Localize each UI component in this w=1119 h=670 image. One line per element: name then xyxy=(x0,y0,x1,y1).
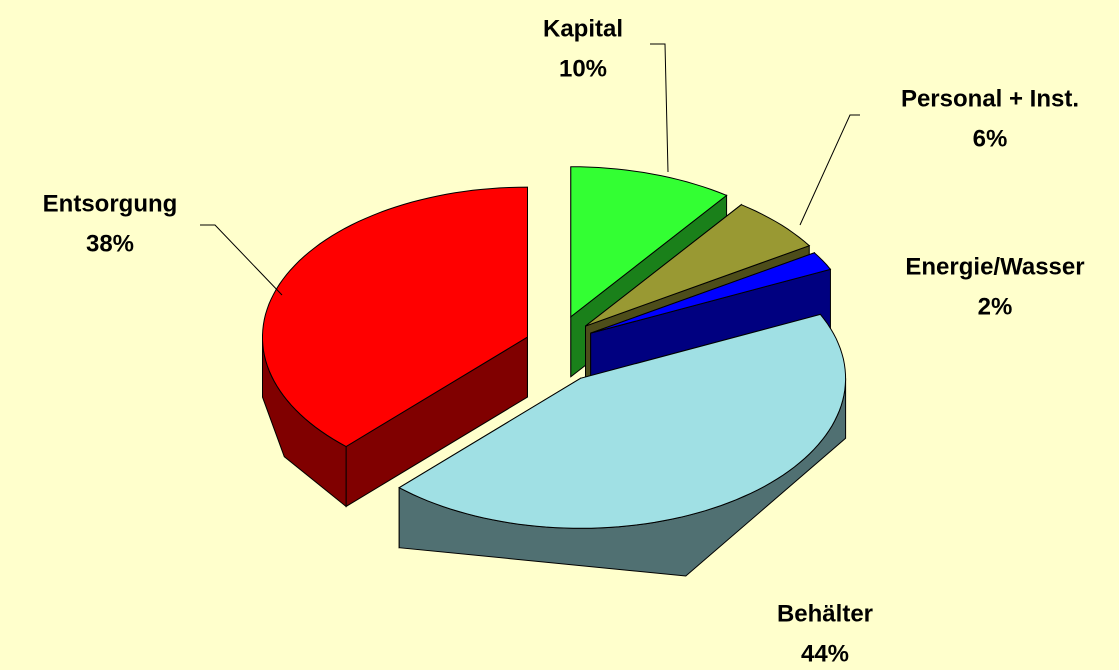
slice-value-label: 38% xyxy=(86,230,134,257)
slice-label: Entsorgung xyxy=(43,190,178,217)
leader-line xyxy=(799,114,860,226)
slice-label: Behälter xyxy=(777,600,873,627)
slice-top xyxy=(398,313,847,529)
leader-line xyxy=(200,224,283,296)
slice-top xyxy=(590,252,832,334)
slice xyxy=(398,313,847,577)
slice-value-label: 6% xyxy=(973,125,1008,152)
slice-value-label: 44% xyxy=(801,640,849,667)
slice-label: Personal + Inst. xyxy=(901,85,1079,112)
slice-label: Energie/Wasser xyxy=(905,253,1084,280)
slice-value-label: 10% xyxy=(559,55,607,82)
slice-top xyxy=(585,204,811,327)
leader-line xyxy=(650,43,669,173)
slice-top xyxy=(262,186,529,448)
slice-value-label: 2% xyxy=(978,293,1013,320)
slice-top xyxy=(570,166,728,318)
slice xyxy=(262,186,529,508)
slice-label: Kapital xyxy=(543,15,623,42)
